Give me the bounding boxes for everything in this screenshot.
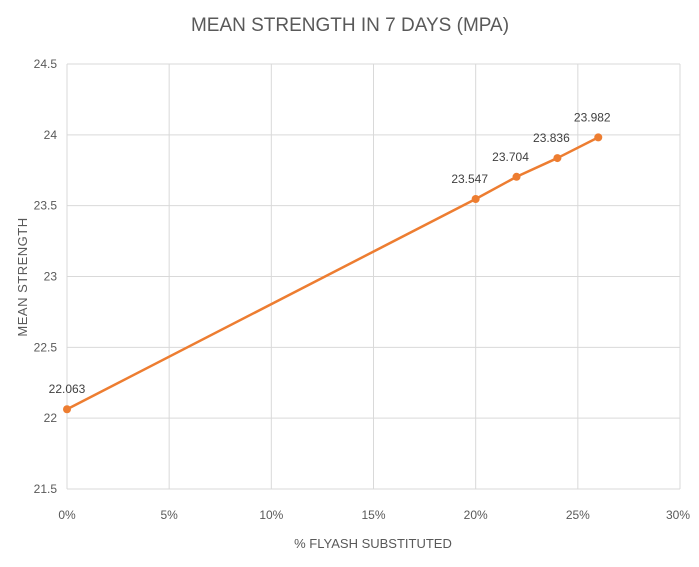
data-label: 22.063 [49, 382, 86, 396]
data-point [553, 154, 562, 163]
grid-lines [66, 63, 681, 490]
y-tick-label: 24 [44, 128, 58, 142]
x-tick-label: 10% [259, 508, 283, 522]
y-tick-label: 21.5 [34, 482, 58, 496]
x-tick-label: 25% [566, 508, 590, 522]
axes: 21.5 22 22.5 23 23.5 24 24.5 0% 5% 10% 15% 20% 25% 30… [34, 57, 691, 522]
y-tick-label: 23.5 [34, 199, 58, 213]
data-point [63, 405, 71, 414]
y-tick-label: 22.5 [34, 340, 58, 354]
series-layer [63, 133, 603, 414]
chart-title: MEAN STRENGTH IN 7 DAYS (MPA) [191, 15, 509, 36]
x-tick-label: 30% [666, 508, 690, 522]
y-tick-label: 24.5 [34, 57, 58, 71]
data-label: 23.547 [451, 172, 488, 186]
x-tick-label: 0% [58, 508, 76, 522]
data-labels: 22.063 23.547 23.704 23.836 23.982 [49, 110, 611, 396]
data-label: 23.704 [492, 150, 529, 164]
y-tick-label: 22 [44, 411, 58, 425]
y-axis-title: MEAN STRENGTH [15, 217, 30, 336]
x-tick-label: 15% [361, 508, 385, 522]
y-tick-label: 23 [44, 270, 58, 284]
data-label: 23.836 [533, 131, 570, 145]
x-axis-title: % FLYASH SUBSTITUTED [294, 536, 452, 551]
data-point [471, 195, 480, 204]
x-tick-label: 20% [464, 508, 488, 522]
x-tick-label: 5% [160, 508, 178, 522]
data-point [594, 133, 603, 142]
data-label: 23.982 [574, 110, 611, 124]
data-point [512, 172, 521, 181]
